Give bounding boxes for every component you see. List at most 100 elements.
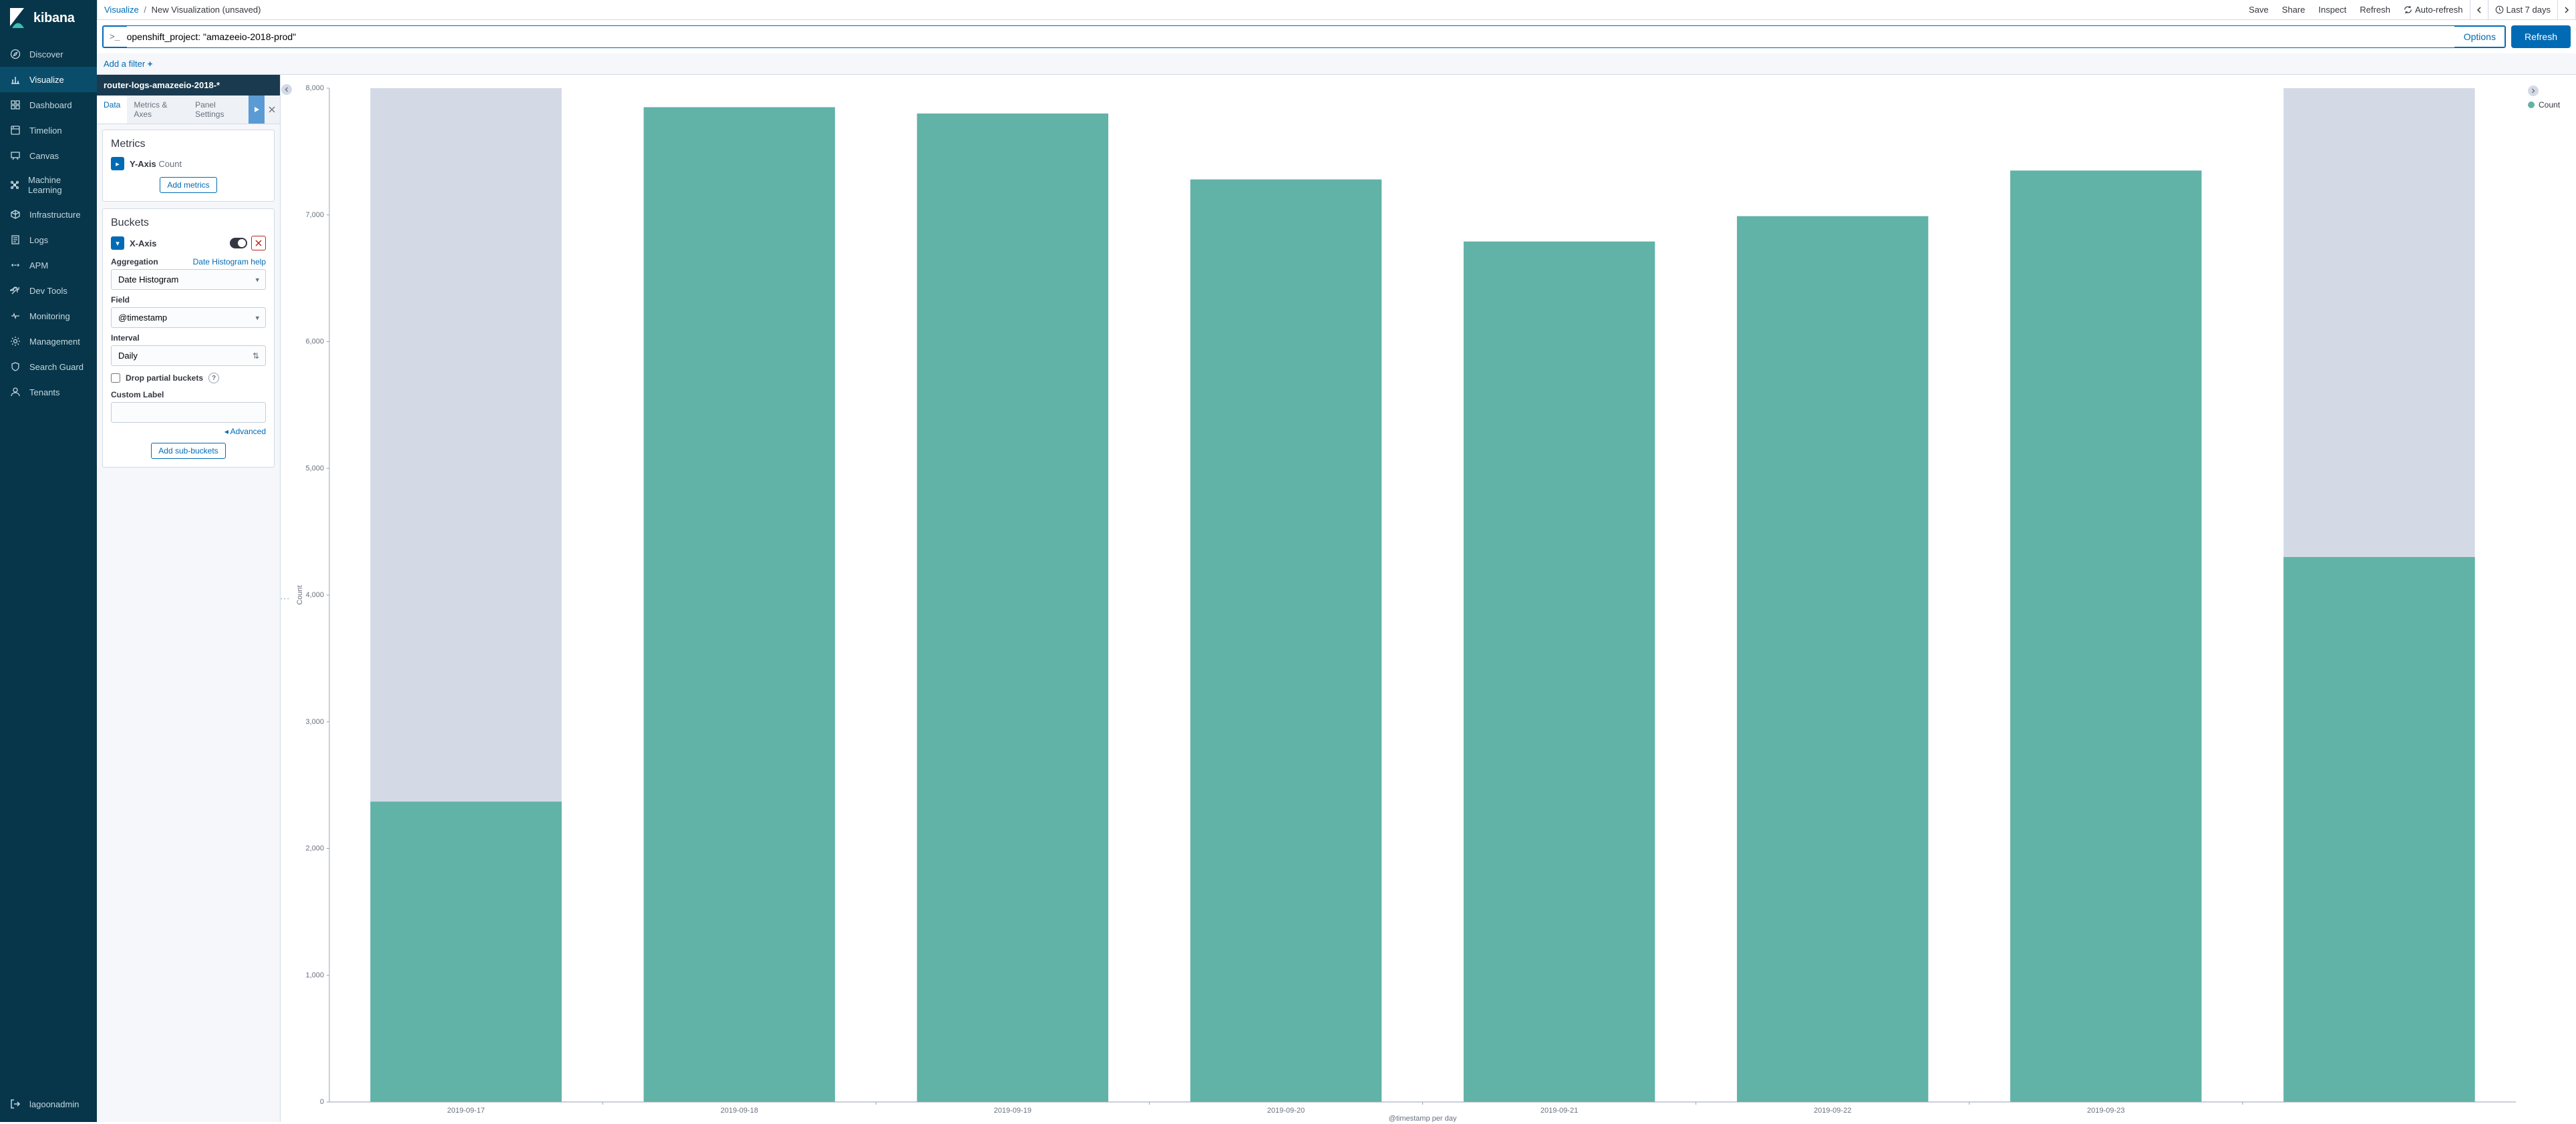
sidebar-item-label: Visualize (29, 75, 64, 85)
gear-icon (9, 335, 21, 347)
legend-item[interactable]: Count (2528, 100, 2571, 110)
wrench-icon (9, 285, 21, 297)
sidebar-item-label: Machine Learning (28, 175, 88, 195)
infra-icon (9, 208, 21, 220)
svg-text:6,000: 6,000 (305, 338, 324, 346)
chevron-right-icon (2531, 88, 2536, 93)
panel-body: Metrics ▸ Y-Axis Count Add metrics Bucke (97, 124, 280, 480)
chevron-left-icon (2476, 7, 2482, 13)
tab-metrics-axes[interactable]: Metrics & Axes (127, 96, 188, 124)
svg-text:2019-09-19: 2019-09-19 (994, 1107, 1031, 1115)
svg-text:2019-09-22: 2019-09-22 (1814, 1107, 1851, 1115)
breadcrumb-separator: / (144, 5, 146, 15)
share-action[interactable]: Share (2275, 0, 2312, 20)
svg-text:8,000: 8,000 (305, 84, 324, 92)
query-options-link[interactable]: Options (2454, 26, 2505, 47)
query-input[interactable] (127, 26, 2454, 47)
close-icon (269, 106, 275, 113)
clock-icon (2495, 5, 2504, 14)
sidebar-item-tenants[interactable]: Tenants (0, 379, 97, 405)
interval-select[interactable]: Daily (111, 345, 266, 366)
inspect-action[interactable]: Inspect (2312, 0, 2354, 20)
panel-tabs: Data Metrics & Axes Panel Settings (97, 96, 280, 124)
buckets-title: Buckets (111, 217, 266, 229)
add-filter-link[interactable]: Add a filter (104, 59, 152, 69)
time-prev-button[interactable] (2470, 0, 2488, 20)
aggregation-select[interactable]: Date Histogram (111, 269, 266, 290)
sidebar-item-label: Infrastructure (29, 210, 81, 220)
sidebar-item-timelion[interactable]: Timelion (0, 118, 97, 143)
sidebar-item-machine-learning[interactable]: Machine Learning (0, 168, 97, 202)
sidebar-item-monitoring[interactable]: Monitoring (0, 303, 97, 329)
add-metrics-button[interactable]: Add metrics (160, 177, 216, 193)
refresh-button[interactable]: Refresh (2511, 25, 2571, 48)
discard-changes-button[interactable] (265, 96, 281, 124)
config-panel: router-logs-amazeeio-2018-* Data Metrics… (97, 75, 281, 1122)
resize-handle[interactable]: ⋮ (280, 594, 291, 603)
svg-text:5,000: 5,000 (305, 464, 324, 472)
drop-partial-checkbox-row[interactable]: Drop partial buckets ? (111, 373, 266, 383)
time-range-picker[interactable]: Last 7 days (2488, 0, 2558, 20)
apply-changes-button[interactable] (249, 96, 265, 124)
sidebar-item-infrastructure[interactable]: Infrastructure (0, 202, 97, 227)
bucket-toggle[interactable] (230, 238, 247, 248)
main: Visualize / New Visualization (unsaved) … (97, 0, 2576, 1122)
query-prompt-icon: >_ (103, 26, 127, 47)
sidebar-item-dev-tools[interactable]: Dev Tools (0, 278, 97, 303)
drop-partial-checkbox[interactable] (111, 373, 120, 383)
sidebar-item-dashboard[interactable]: Dashboard (0, 92, 97, 118)
chevron-left-icon (284, 87, 289, 92)
sidebar-item-label: APM (29, 260, 48, 270)
buckets-axis-label: X-Axis (130, 238, 156, 248)
chart-container: 01,0002,0003,0004,0005,0006,0007,0008,00… (293, 81, 2523, 1122)
filter-bar: Add a filter (97, 53, 2576, 74)
sidebar-item-visualize[interactable]: Visualize (0, 67, 97, 92)
sidebar-item-apm[interactable]: APM (0, 252, 97, 278)
auto-refresh-action[interactable]: Auto-refresh (2397, 0, 2470, 20)
aggregation-help-link[interactable]: Date Histogram help (193, 257, 266, 266)
sidebar-item-label: Logs (29, 235, 48, 245)
sidebar-item-canvas[interactable]: Canvas (0, 143, 97, 168)
help-icon[interactable]: ? (208, 373, 219, 383)
svg-text:3,000: 3,000 (305, 718, 324, 726)
sidebar-footer-user[interactable]: lagoonadmin (0, 1091, 97, 1117)
logs-icon (9, 234, 21, 246)
bar-chart: 01,0002,0003,0004,0005,0006,0007,0008,00… (293, 81, 2523, 1122)
refresh-icon (2404, 5, 2412, 14)
bar-chart-icon (9, 73, 21, 85)
collapse-legend-button[interactable] (2528, 85, 2539, 96)
query-bar: >_ Options Refresh (97, 20, 2576, 53)
collapse-icon: ▾ (111, 236, 124, 250)
sidebar-item-logs[interactable]: Logs (0, 227, 97, 252)
sidebar-item-discover[interactable]: Discover (0, 41, 97, 67)
svg-text:@timestamp per day: @timestamp per day (1389, 1115, 1457, 1122)
nav-footer: lagoonadmin (0, 1091, 97, 1122)
svg-text:0: 0 (320, 1098, 324, 1106)
tab-panel-settings[interactable]: Panel Settings (188, 96, 249, 124)
field-select[interactable]: @timestamp (111, 307, 266, 328)
advanced-toggle[interactable]: ◂ Advanced (111, 427, 266, 436)
save-action[interactable]: Save (2242, 0, 2275, 20)
buckets-axis-row[interactable]: ▾ X-Axis (111, 236, 266, 250)
sidebar-footer-label: lagoonadmin (29, 1099, 79, 1109)
breadcrumb-root[interactable]: Visualize (104, 5, 139, 15)
metrics-axis-row[interactable]: ▸ Y-Axis Count (111, 157, 266, 170)
dashboard-icon (9, 99, 21, 111)
chevron-right-icon (2563, 7, 2570, 13)
sidebar-item-label: Timelion (29, 126, 62, 136)
delete-bucket-button[interactable] (251, 236, 266, 250)
legend: Count (2523, 81, 2576, 1122)
sidebar-item-management[interactable]: Management (0, 329, 97, 354)
tab-data[interactable]: Data (97, 96, 127, 124)
refresh-action[interactable]: Refresh (2353, 0, 2397, 20)
sidebar-item-label: Dev Tools (29, 286, 67, 296)
aggregation-label: Aggregation Date Histogram help (111, 257, 266, 266)
svg-text:2019-09-17: 2019-09-17 (447, 1107, 484, 1115)
chart-area: ⋮ 01,0002,0003,0004,0005,0006,0007,0008,… (281, 75, 2576, 1122)
time-next-button[interactable] (2557, 0, 2575, 20)
logout-icon (9, 1098, 21, 1110)
add-sub-buckets-button[interactable]: Add sub-buckets (151, 443, 225, 459)
svg-text:2,000: 2,000 (305, 845, 324, 853)
sidebar-item-search-guard[interactable]: Search Guard (0, 354, 97, 379)
custom-label-input[interactable] (111, 402, 266, 423)
